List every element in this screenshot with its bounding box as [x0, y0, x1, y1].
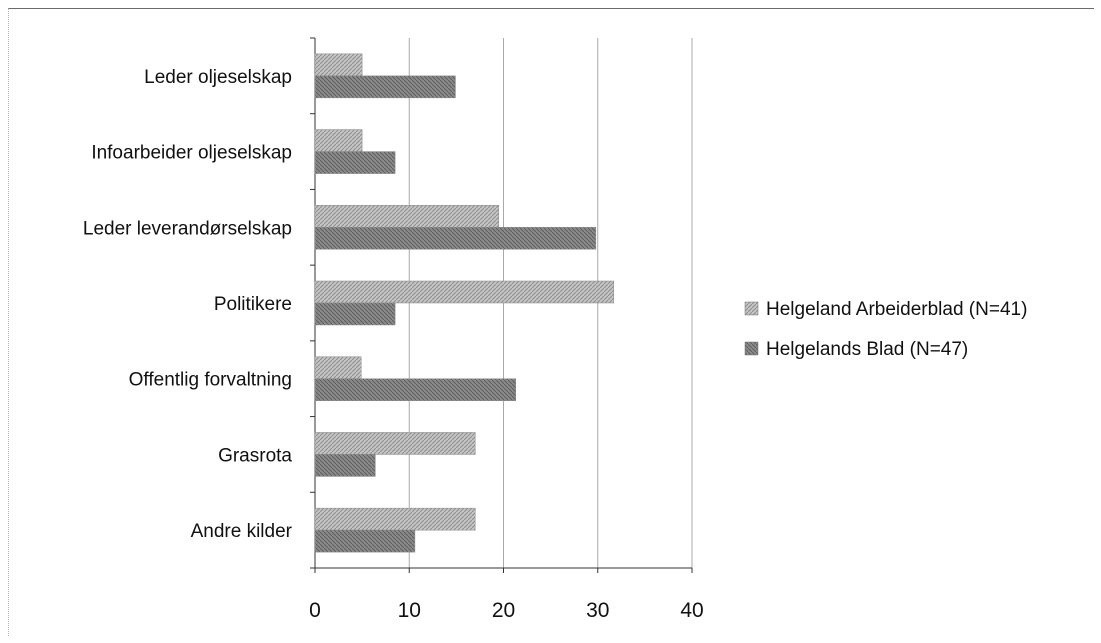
bar-series2-3 [314, 302, 396, 326]
bar-series1-2 [314, 205, 500, 228]
category-label: Grasrota [218, 445, 292, 466]
bar-series2-4 [314, 378, 517, 401]
category-label: Andre kilder [191, 521, 293, 542]
x-tick-label: 20 [492, 599, 515, 622]
legend-swatch-2 [744, 341, 759, 356]
x-tick-label: 0 [309, 599, 321, 622]
bar-series1-1 [314, 129, 363, 152]
bar-series1-3 [314, 280, 615, 304]
legend-label-2: Helgelands Blad (N=47) [766, 339, 968, 360]
category-label: Leder leverandørselskap [83, 218, 292, 239]
legend: Helgeland Arbeiderblad (N=41) Helgelands … [744, 299, 1027, 360]
x-tick-label: 30 [586, 599, 609, 622]
category-label: Offentlig forvaltning [129, 370, 292, 391]
bar-series1-6 [314, 507, 476, 531]
category-label: Politikere [214, 294, 292, 315]
x-tick-label: 40 [680, 599, 703, 622]
bar-series1-5 [314, 432, 476, 455]
bars [314, 53, 615, 553]
bar-series1-4 [314, 356, 362, 379]
bar-series1-0 [314, 53, 363, 77]
bar-series2-1 [314, 151, 396, 174]
category-label: Leder oljeselskap [144, 67, 292, 88]
legend-label-1: Helgeland Arbeiderblad (N=41) [766, 299, 1027, 320]
x-tick-label: 10 [398, 599, 421, 622]
category-label: Infoarbeider oljeselskap [91, 143, 292, 164]
bar-series2-2 [314, 227, 597, 250]
labels: 0 10 20 30 40 Leder oljeselskap Infoarbeider o… [83, 67, 704, 622]
bar-series2-5 [314, 454, 376, 477]
chart-frame [8, 8, 1094, 636]
bar-series2-6 [314, 529, 416, 553]
legend-swatch-1 [744, 301, 759, 316]
bar-series2-0 [314, 75, 456, 99]
